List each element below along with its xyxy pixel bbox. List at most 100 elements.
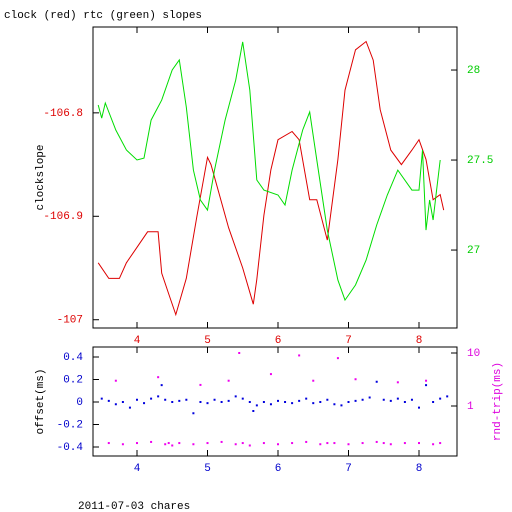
scatter-point <box>333 442 336 445</box>
y-tick-label: -0.4 <box>57 442 84 454</box>
scatter-point <box>403 442 406 445</box>
scatter-point <box>262 442 265 445</box>
scatter-point <box>403 401 406 404</box>
scatter-point <box>171 444 174 447</box>
scatter-point <box>389 399 392 402</box>
scatter-point <box>121 401 124 404</box>
scatter-point <box>410 398 413 401</box>
x-tick-label: 7 <box>345 335 352 347</box>
scatter-point <box>157 395 160 398</box>
scatter-point <box>234 395 237 398</box>
scatter-point <box>150 397 153 400</box>
scatter-point <box>164 398 167 401</box>
scatter-point <box>432 401 435 404</box>
scatter-point <box>135 398 138 401</box>
scatter-point <box>107 442 110 445</box>
y-tick-label: -106.8 <box>43 108 83 120</box>
scatter-point <box>238 352 241 355</box>
scatter-point <box>361 442 364 445</box>
y2-tick-label: 10 <box>467 348 480 360</box>
x-tick-label: 6 <box>275 463 282 475</box>
scatter-point <box>100 397 103 400</box>
scatter-point <box>340 404 343 407</box>
y-axis-label: offset(ms) <box>35 368 47 434</box>
scatter-point <box>248 444 251 447</box>
scatter-point <box>206 442 209 445</box>
scatter-point <box>121 443 124 446</box>
scatter-point <box>319 443 322 446</box>
scatter-point <box>192 443 195 446</box>
scatter-point <box>206 402 209 405</box>
y-axis-label: clockslope <box>35 144 47 210</box>
x-tick-label: 5 <box>204 463 211 475</box>
scatter-point <box>234 443 237 446</box>
scatter-point <box>213 398 216 401</box>
scatter-point <box>252 410 255 413</box>
scatter-point <box>425 384 428 387</box>
scatter-point <box>382 398 385 401</box>
scatter-point <box>164 443 167 446</box>
x-tick-label: 4 <box>134 463 141 475</box>
y-tick-label: 0 <box>76 397 83 409</box>
scatter-point <box>276 399 279 402</box>
x-tick-label: 8 <box>416 335 423 347</box>
y2-tick-label: 27.5 <box>467 155 493 167</box>
series-line <box>97 41 441 302</box>
scatter-point <box>375 440 378 443</box>
scatter-point <box>361 398 364 401</box>
y2-axis-label: rnd-trip(ms) <box>492 362 504 441</box>
y2-tick-label: 27 <box>467 245 480 257</box>
scatter-point <box>255 404 258 407</box>
scatter-point <box>319 401 322 404</box>
scatter-point <box>227 379 230 382</box>
y-tick-label: -0.2 <box>57 419 83 431</box>
scatter-point <box>276 443 279 446</box>
scatter-point <box>354 399 357 402</box>
scatter-point <box>199 401 202 404</box>
plot-frame <box>92 26 458 329</box>
scatter-point <box>192 412 195 415</box>
scatter-point <box>178 442 181 445</box>
x-tick-label: 4 <box>134 335 141 347</box>
scatter-point <box>298 354 301 357</box>
scatter-point <box>446 395 449 398</box>
y-tick-label: 0.2 <box>63 374 83 386</box>
scatter-point <box>220 440 223 443</box>
series-line <box>97 40 445 317</box>
scatter-point <box>150 440 153 443</box>
scatter-point <box>128 406 131 409</box>
scatter-point <box>354 378 357 381</box>
x-tick-label: 6 <box>275 335 282 347</box>
scatter-point <box>160 384 163 387</box>
y-tick-label: -106.9 <box>43 211 83 223</box>
scatter-point <box>312 402 315 405</box>
footer: 2011-07-03 chares <box>78 501 190 512</box>
chart-title: clock (red) rtc (green) slopes <box>4 10 202 22</box>
x-tick-label: 5 <box>204 335 211 347</box>
y2-tick-label: 1 <box>467 401 474 413</box>
scatter-point <box>375 380 378 383</box>
scatter-point <box>248 401 251 404</box>
scatter-point <box>284 401 287 404</box>
scatter-point <box>396 381 399 384</box>
scatter-point <box>298 399 301 402</box>
scatter-point <box>185 398 188 401</box>
scatter-point <box>167 442 170 445</box>
scatter-point <box>269 373 272 376</box>
scatter-point <box>171 401 174 404</box>
scatter-point <box>389 443 392 446</box>
scatter-point <box>425 379 428 382</box>
x-tick-label: 8 <box>416 463 423 475</box>
y-tick-label: 0.4 <box>63 352 83 364</box>
scatter-point <box>143 402 146 405</box>
scatter-point <box>305 397 308 400</box>
y2-tick-label: 28 <box>467 65 480 77</box>
scatter-point <box>135 442 138 445</box>
scatter-point <box>291 442 294 445</box>
scatter-point <box>333 403 336 406</box>
scatter-point <box>241 397 244 400</box>
scatter-point <box>114 379 117 382</box>
scatter-point <box>157 376 160 379</box>
